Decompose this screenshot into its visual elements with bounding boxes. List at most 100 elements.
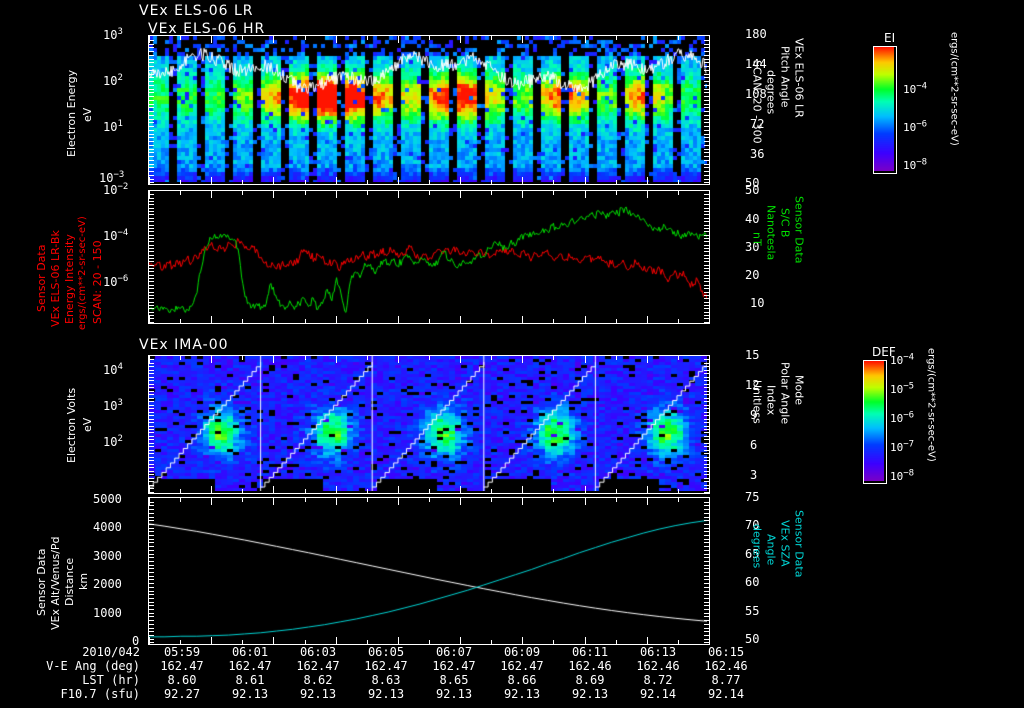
axis-tick: [149, 439, 154, 440]
panel4-lineplot[interactable]: [148, 497, 710, 645]
axis-tick: [149, 509, 154, 510]
axis-tick: [704, 605, 709, 606]
axis-tick: [149, 89, 154, 90]
panel2-left-axis-label-3: Energy Intensity: [63, 234, 76, 324]
axis-tick: [704, 412, 709, 413]
axis-tick: [704, 292, 709, 293]
axis-tick-x: [709, 177, 710, 184]
panel1-spectrogram[interactable]: [148, 35, 710, 185]
axis-tick: [149, 204, 154, 205]
axis-tick: [704, 156, 709, 157]
axis-tick: [704, 565, 709, 566]
axis-tick: [149, 248, 154, 249]
panel1-colorbar: [873, 46, 897, 174]
axis-tick: [149, 405, 154, 406]
axis-tick: [704, 126, 709, 127]
panel1-colorbar-name: EI: [884, 31, 896, 45]
axis-tick: [149, 261, 154, 262]
axis-tick-x: [553, 36, 554, 40]
panel1-cbtick-2: 10−8: [903, 157, 928, 172]
axis-tick-x: [211, 637, 212, 644]
axis-tick: [704, 457, 709, 458]
panel2-right-axis-label-3: Nanotesla: [764, 205, 778, 261]
panel3-colorbar-name: DEF: [872, 345, 896, 359]
axis-tick-x: [491, 356, 492, 360]
table-cell: 06:03: [299, 645, 337, 659]
axis-tick: [704, 201, 709, 202]
panel3-title: VEx IMA-00: [139, 337, 229, 353]
panel2-lineplot[interactable]: [148, 190, 710, 324]
axis-tick: [704, 524, 709, 525]
panel3-spectrogram[interactable]: [148, 355, 710, 494]
axis-tick: [149, 639, 154, 640]
axis-tick-x: [367, 36, 368, 40]
axis-tick-x: [553, 498, 554, 502]
axis-tick: [149, 315, 154, 316]
axis-tick: [704, 92, 709, 93]
axis-tick: [704, 598, 709, 599]
axis-tick: [149, 568, 154, 569]
axis-tick: [149, 443, 154, 444]
axis-tick: [704, 572, 709, 573]
row-lst: LST (hr) 8.60 8.61 8.62 8.63 8.65 8.66 8.69 8.72…: [0, 673, 760, 687]
axis-tick-x: [367, 498, 368, 502]
axis-tick: [704, 122, 709, 123]
axis-tick: [704, 261, 709, 262]
panel3-ytick-2: 102: [103, 434, 123, 449]
axis-tick: [704, 624, 709, 625]
axis-tick-x: [616, 319, 617, 323]
axis-tick: [704, 81, 709, 82]
axis-tick: [149, 505, 154, 506]
axis-tick-x: [336, 356, 337, 363]
axis-tick: [704, 55, 709, 56]
table-cell: 06:05: [367, 645, 405, 659]
axis-tick: [149, 373, 154, 374]
axis-tick: [149, 377, 154, 378]
axis-tick-x: [678, 489, 679, 493]
axis-tick: [149, 565, 154, 566]
axis-tick: [704, 609, 709, 610]
axis-tick-x: [585, 191, 586, 198]
panel2-rtick-0: 50: [745, 183, 760, 197]
axis-tick-x: [522, 356, 523, 363]
axis-tick: [704, 583, 709, 584]
axis-tick: [149, 524, 154, 525]
axis-tick-x: [242, 489, 243, 493]
axis-tick: [149, 488, 154, 489]
axis-tick-x: [678, 319, 679, 323]
axis-tick-x: [522, 177, 523, 184]
axis-tick: [149, 122, 154, 123]
axis-tick-x: [709, 191, 710, 198]
axis-tick: [149, 429, 154, 430]
axis-tick: [704, 225, 709, 226]
table-cell: 8.72: [643, 673, 673, 687]
panel4-right-axis-label-3: Angle: [764, 534, 778, 566]
panel4-ytick-5: 0: [132, 634, 140, 648]
axis-tick-x: [647, 498, 648, 505]
axis-tick: [704, 211, 709, 212]
axis-tick-x: [273, 36, 274, 43]
axis-tick: [704, 111, 709, 112]
axis-tick: [149, 579, 154, 580]
axis-tick: [704, 505, 709, 506]
axis-tick-x: [398, 486, 399, 493]
panel4-ytick-3: 2000: [93, 577, 122, 591]
axis-tick: [149, 635, 154, 636]
panel3-rtick-0: 15: [745, 348, 760, 362]
panel1-ytick-3: 10−3: [99, 170, 125, 185]
axis-tick: [149, 74, 154, 75]
panel1-right-axis-label-1: VEx ELS-06 LR: [792, 38, 806, 118]
axis-tick: [149, 66, 154, 67]
axis-tick: [704, 422, 709, 423]
row-ve-ang: V-E Ang (deg) 162.47 162.47 162.47 162.47 162…: [0, 659, 760, 673]
axis-tick: [149, 255, 154, 256]
panel2-rtick-1: 40: [745, 212, 760, 226]
axis-tick-x: [429, 356, 430, 360]
panel2-ytick-1: 10−4: [103, 228, 129, 243]
axis-tick: [149, 100, 154, 101]
axis-tick-x: [305, 489, 306, 493]
axis-tick: [704, 579, 709, 580]
axis-tick: [704, 359, 709, 360]
axis-tick: [704, 281, 709, 282]
axis-tick-x: [305, 180, 306, 184]
